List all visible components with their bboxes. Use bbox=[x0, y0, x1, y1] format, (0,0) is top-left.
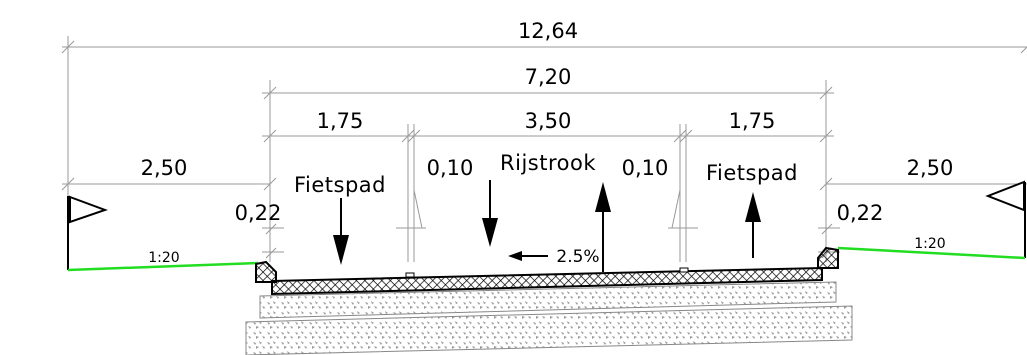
gutter-marker-left bbox=[405, 272, 415, 278]
dim-overall: 12,64 bbox=[518, 19, 578, 43]
dim-pavement: 7,20 bbox=[525, 65, 572, 89]
kerb-right bbox=[817, 246, 839, 269]
label-lane: Rijstrook bbox=[500, 151, 596, 175]
dimension-lines bbox=[61, 36, 1027, 270]
dim-bike-right: 1,75 bbox=[729, 109, 776, 133]
base-layer bbox=[259, 281, 837, 319]
dim-gutter-left: 0,10 bbox=[427, 156, 474, 180]
arrow-down-icon bbox=[333, 198, 349, 265]
level-marker-icon bbox=[985, 180, 1026, 258]
gutter-marker-right bbox=[679, 267, 689, 273]
arrow-down-icon bbox=[482, 180, 498, 247]
dim-bike-left: 1,75 bbox=[317, 109, 364, 133]
label-slope-left: 1:20 bbox=[148, 250, 179, 266]
arrow-left-icon bbox=[508, 251, 548, 261]
dim-kerb-right: 0,22 bbox=[837, 201, 884, 225]
label-bike-path-left: Fietspad bbox=[294, 173, 386, 197]
asphalt-layer bbox=[271, 266, 823, 296]
dim-verge-right: 2,50 bbox=[907, 156, 954, 180]
arrow-up-icon bbox=[595, 182, 611, 272]
label-slope-right: 1:20 bbox=[914, 236, 945, 252]
dim-kerb-left: 0,22 bbox=[235, 201, 282, 225]
level-marker-icon bbox=[67, 195, 108, 270]
dim-lane: 3,50 bbox=[525, 109, 572, 133]
kerb-left bbox=[255, 260, 277, 283]
dim-verge-left: 2,50 bbox=[141, 156, 188, 180]
slope-line-right bbox=[837, 246, 1026, 260]
dim-gutter-right: 0,10 bbox=[622, 156, 669, 180]
slope-line-left bbox=[67, 261, 259, 272]
arrow-up-icon bbox=[745, 192, 761, 258]
label-bike-path-right: Fietspad bbox=[706, 161, 798, 185]
subbase-layer bbox=[245, 305, 853, 355]
label-crossfall: 2.5% bbox=[556, 247, 599, 267]
